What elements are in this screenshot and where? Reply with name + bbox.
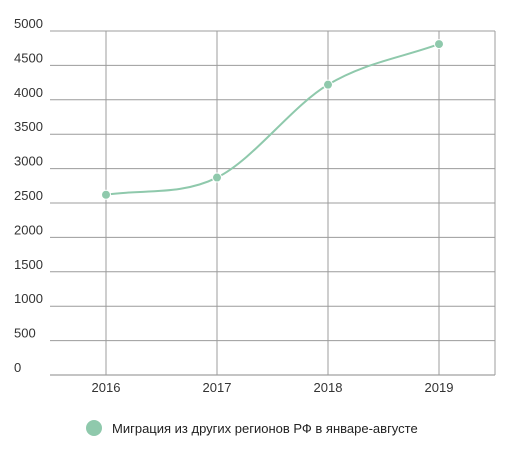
data-point bbox=[434, 39, 444, 50]
legend-label: Миграция из других регионов РФ в январе-… bbox=[112, 420, 418, 436]
y-tick-label: 2000 bbox=[14, 222, 43, 237]
series-line bbox=[105, 43, 440, 196]
x-tick-label: 2018 bbox=[314, 380, 343, 395]
y-tick-label: 1000 bbox=[14, 291, 43, 306]
x-axis-ticks: 2016 2017 2018 2019 bbox=[92, 380, 454, 395]
y-tick-label: 5000 bbox=[14, 16, 43, 31]
data-point bbox=[212, 172, 222, 183]
data-point bbox=[101, 189, 111, 200]
x-tick-label: 2016 bbox=[92, 380, 121, 395]
y-tick-label: 4000 bbox=[14, 85, 43, 100]
y-tick-label: 0 bbox=[14, 360, 21, 375]
y-tick-label: 2500 bbox=[14, 188, 43, 203]
y-tick-label: 3000 bbox=[14, 154, 43, 169]
series-layer bbox=[101, 39, 444, 200]
x-tick-label: 2017 bbox=[203, 380, 232, 395]
y-tick-label: 500 bbox=[14, 326, 36, 341]
y-tick-label: 4500 bbox=[14, 50, 43, 65]
data-point bbox=[323, 79, 333, 90]
y-tick-label: 3500 bbox=[14, 119, 43, 134]
y-axis-ticks: 0 500 1000 1500 2000 2500 3000 3500 4000 4500 5000 bbox=[14, 16, 43, 375]
grid-lines bbox=[50, 30, 496, 376]
x-tick-label: 2019 bbox=[425, 380, 454, 395]
y-tick-label: 1500 bbox=[14, 257, 43, 272]
legend: Миграция из других регионов РФ в январе-… bbox=[86, 418, 418, 438]
legend-swatch bbox=[86, 420, 102, 436]
